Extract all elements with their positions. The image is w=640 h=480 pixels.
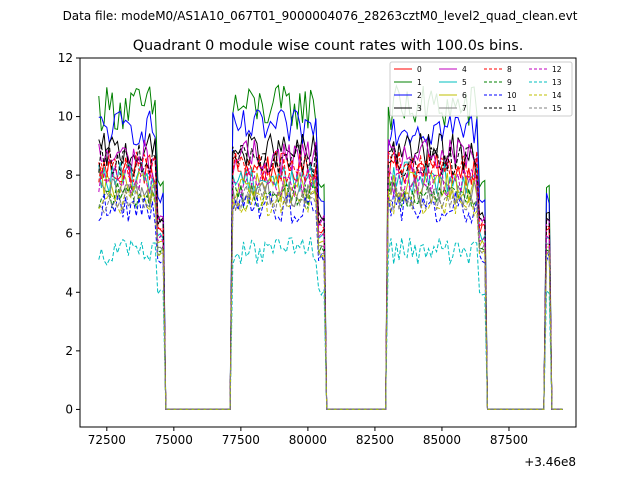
series-line-4: [98, 138, 563, 410]
series-line-8: [98, 150, 563, 410]
legend-label-0: 0: [417, 65, 422, 74]
x-axis-offset-label: +3.46e8: [524, 455, 576, 469]
series-line-7: [98, 177, 563, 410]
x-tick-label: 85000: [423, 433, 461, 447]
legend-label-4: 4: [462, 65, 467, 74]
legend-label-10: 10: [507, 91, 517, 100]
x-axis-ticks: 72500 75000 77500 80000 82500 85000 87500: [88, 427, 528, 447]
legend-label-8: 8: [507, 65, 512, 74]
series-line-15: [98, 183, 563, 410]
series-line-11: [98, 143, 563, 410]
series-line-2: [98, 108, 563, 410]
series-line-9: [98, 180, 563, 410]
series-line-3: [98, 132, 563, 410]
x-tick-label: 87500: [490, 433, 528, 447]
chart-suptitle: Data file: modeM0/AS1A10_067T01_90000040…: [63, 9, 578, 23]
y-tick-label: 6: [65, 227, 73, 241]
legend-label-12: 12: [552, 65, 562, 74]
series-line-12: [98, 165, 563, 410]
plot-area: [98, 84, 563, 410]
y-axis-ticks: 0 2 4 6 8 10 12: [58, 51, 80, 416]
y-tick-label: 0: [65, 402, 73, 416]
x-tick-label: 75000: [155, 433, 193, 447]
legend-label-13: 13: [552, 78, 562, 87]
series-line-0: [98, 152, 563, 410]
legend-label-5: 5: [462, 78, 467, 87]
legend-label-9: 9: [507, 78, 512, 87]
series-line-13: [98, 237, 563, 410]
legend-label-1: 1: [417, 78, 422, 87]
legend-label-3: 3: [417, 104, 422, 113]
x-tick-label: 77500: [222, 433, 260, 447]
series-line-1: [98, 84, 563, 410]
legend-label-14: 14: [552, 91, 562, 100]
series-line-10: [98, 191, 563, 410]
legend-label-6: 6: [462, 91, 467, 100]
legend-label-2: 2: [417, 91, 422, 100]
y-tick-label: 12: [58, 51, 73, 65]
x-tick-label: 82500: [356, 433, 394, 447]
x-tick-label: 80000: [289, 433, 327, 447]
x-tick-label: 72500: [88, 433, 126, 447]
legend-box: [389, 61, 573, 117]
legend-label-15: 15: [552, 104, 562, 113]
series-line-5: [98, 161, 563, 410]
chart-title: Quadrant 0 module wise count rates with …: [133, 38, 524, 54]
y-tick-label: 10: [58, 110, 73, 124]
legend-label-11: 11: [507, 104, 517, 113]
y-tick-label: 2: [65, 344, 73, 358]
legend-label-7: 7: [462, 104, 467, 113]
y-tick-label: 4: [65, 285, 73, 299]
series-line-14: [98, 186, 563, 410]
plot-frame: [79, 57, 577, 428]
y-tick-label: 8: [65, 168, 73, 182]
series-line-6: [98, 169, 563, 410]
